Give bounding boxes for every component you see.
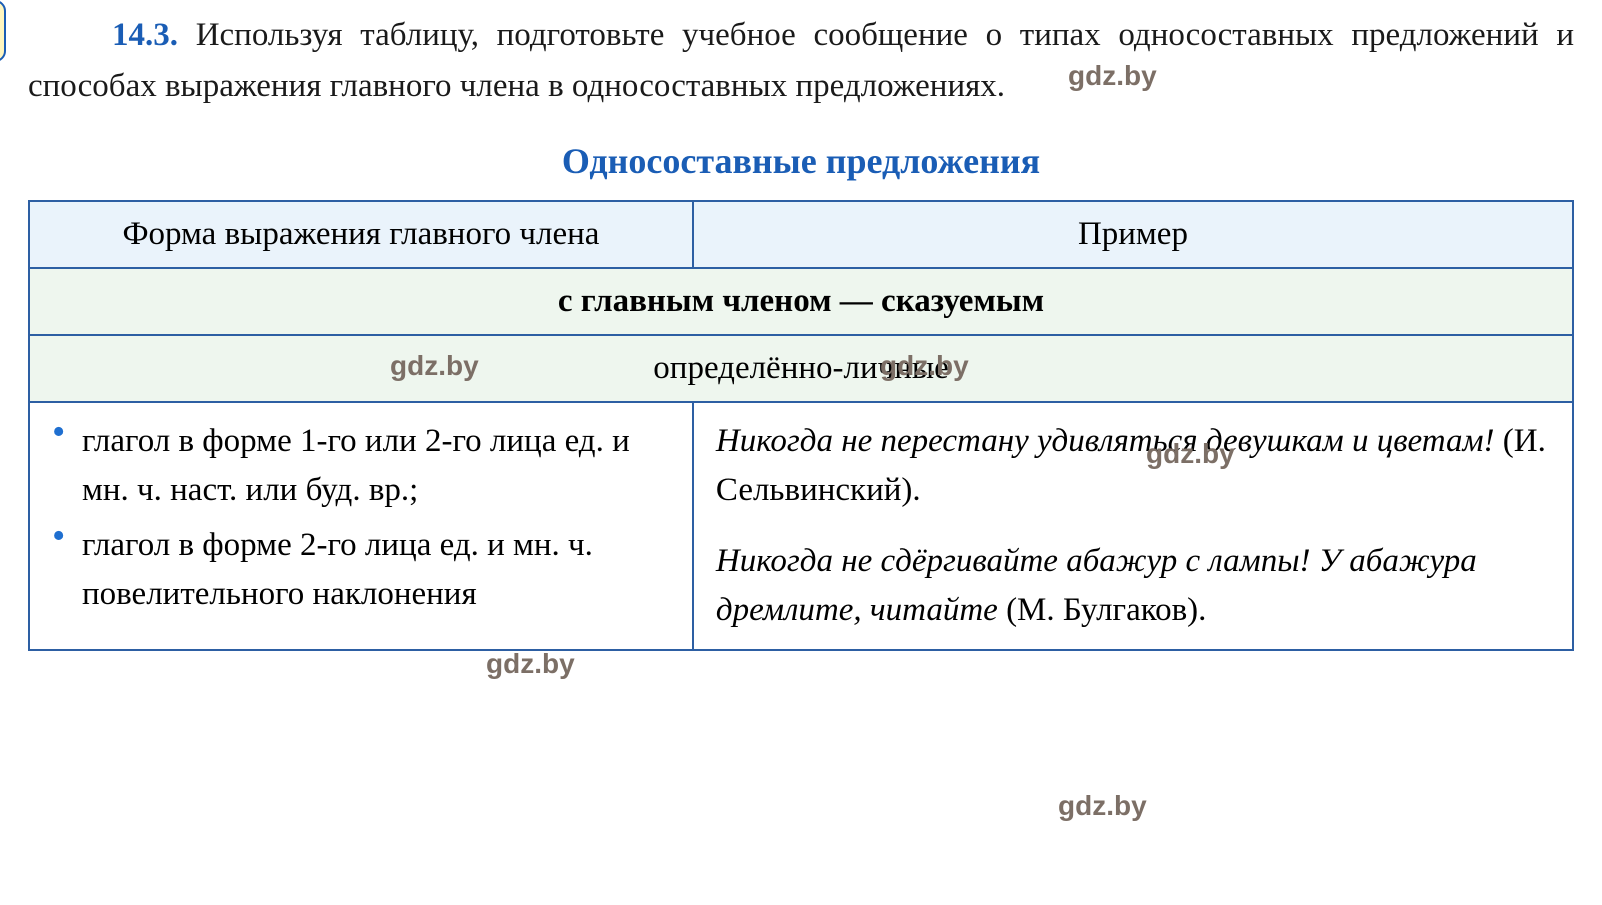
main-table: Форма выражения главного члена Пример с … [28,200,1574,650]
pp-badge-icon: P p [0,0,6,62]
task-text: Используя таблицу, подготовьте учебное с… [28,17,1574,104]
list-item: глагол в форме 1-го или 2-го лица ед. и … [52,417,670,515]
task-number: 14.3. [112,17,178,53]
task-paragraph: P p 14.3. Используя таблицу, подготовьте… [28,10,1574,112]
type-heading: определённо-личные [29,335,1573,402]
table-title: Односоставные предложения [28,140,1574,182]
page-root: P p 14.3. Используя таблицу, подготовьте… [0,0,1602,685]
column-header-form: Форма выражения главного члена [29,201,693,268]
bullet-list: глагол в форме 1-го или 2-го лица ед. и … [52,417,670,618]
table-header-row: Форма выражения главного члена Пример [29,201,1573,268]
example-paragraph: Никогда не перестану удивляться девуш­ка… [716,417,1550,515]
watermark-text: gdz.by [486,648,575,680]
example-italic: Никогда не перестану удивляться девуш­ка… [716,423,1495,459]
form-cell: глагол в форме 1-го или 2-го лица ед. и … [29,402,693,649]
example-attribution: (М. Бул­гаков). [998,592,1207,628]
table-section-row: с главным членом — сказуемым [29,268,1573,335]
column-header-example: Пример [693,201,1573,268]
table-content-row: глагол в форме 1-го или 2-го лица ед. и … [29,402,1573,649]
example-cell: Никогда не перестану удивляться девуш­ка… [693,402,1573,649]
watermark-text: gdz.by [1058,790,1147,822]
section-heading: с главным членом — сказуемым [29,268,1573,335]
list-item: глагол в форме 2-го лица ед. и мн. ч. по… [52,521,670,619]
table-type-row: определённо-личные [29,335,1573,402]
example-paragraph: Никогда не сдёргивайте абажур с лампы! У… [716,537,1550,635]
example-block: Никогда не перестану удивляться девуш­ка… [716,417,1550,634]
